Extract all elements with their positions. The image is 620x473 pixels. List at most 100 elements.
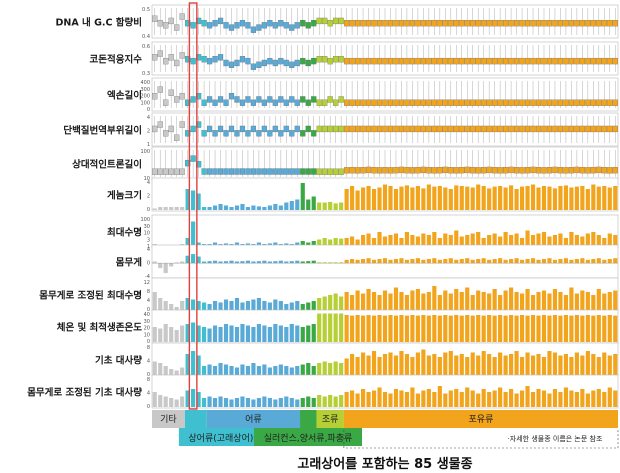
bar-mark	[415, 186, 420, 210]
bar-mark	[465, 235, 470, 247]
bar-mark	[311, 260, 316, 264]
bar-mark	[487, 354, 492, 375]
box-mark	[278, 130, 284, 137]
box-mark	[245, 57, 251, 65]
tick-label: 30	[144, 224, 150, 230]
box-mark	[415, 167, 421, 174]
box-mark	[568, 125, 574, 133]
bar-mark	[536, 354, 541, 375]
bar-mark	[339, 238, 344, 247]
chart-panels: DNA 내 G.C 함량비0.50.4코돈적응지수0.60.3엑손길이40030…	[27, 2, 619, 410]
bar-mark	[459, 292, 464, 310]
bar-mark	[421, 390, 426, 407]
tick-label: 0	[147, 307, 150, 313]
box-mark	[223, 99, 229, 106]
bar-mark	[437, 295, 442, 310]
bar-mark	[267, 205, 272, 210]
bar-mark	[607, 292, 612, 310]
box-mark	[398, 166, 405, 174]
bar-mark	[432, 186, 437, 210]
bar-mark	[207, 304, 212, 310]
box-mark	[607, 167, 613, 174]
bar-mark	[415, 352, 420, 375]
bar-mark	[240, 364, 245, 375]
box-mark	[579, 99, 585, 106]
bar-mark	[317, 363, 322, 375]
bar-mark	[191, 322, 196, 342]
box-mark	[245, 96, 251, 103]
bar-mark	[448, 235, 453, 247]
bar-mark	[245, 366, 251, 375]
bar-mark	[174, 262, 179, 264]
box-mark	[338, 17, 344, 25]
panel-1: 코돈적응지수 0.6 0.3	[90, 41, 619, 77]
bar-mark	[388, 259, 393, 264]
box-mark	[574, 20, 580, 27]
bar-mark	[585, 292, 590, 310]
bar-mark	[459, 236, 464, 247]
bar-mark	[251, 299, 256, 310]
bar-mark	[415, 289, 420, 310]
bar-mark	[273, 324, 278, 342]
box-mark	[196, 121, 202, 128]
bar-mark	[426, 389, 431, 407]
bar-mark	[196, 301, 201, 310]
bar-mark	[410, 259, 415, 264]
box-mark	[404, 99, 410, 106]
bar-mark	[212, 301, 218, 310]
box-mark	[442, 20, 448, 27]
box-mark	[245, 22, 251, 29]
tick-label: 0.5	[142, 7, 150, 13]
group-label: 상어류(고래상어)	[188, 433, 253, 444]
bar-mark	[470, 295, 475, 310]
bar-mark	[465, 357, 470, 375]
box-mark	[245, 168, 251, 175]
bar-mark	[476, 259, 481, 264]
bar-mark	[317, 298, 322, 310]
group-label: 포유류	[469, 414, 494, 425]
bar-mark	[552, 389, 558, 407]
bar-mark	[525, 289, 530, 310]
box-mark	[152, 168, 158, 175]
row-label: 몸무게로 조정된 최대수명	[39, 290, 142, 302]
tick-label: 0	[147, 339, 150, 345]
box-mark	[261, 22, 267, 29]
bar-mark	[399, 292, 404, 310]
box-mark	[601, 167, 607, 174]
box-mark	[322, 99, 328, 106]
bar-mark	[443, 315, 448, 342]
group-label: 실러컨스,양서류,파충류	[264, 433, 353, 444]
bar-mark	[256, 398, 261, 407]
bar-mark	[245, 325, 251, 342]
box-mark	[563, 125, 569, 133]
bar-mark	[591, 232, 596, 247]
bar-mark	[465, 287, 470, 310]
box-mark	[185, 130, 191, 137]
bar-mark	[552, 289, 558, 310]
bar-mark	[256, 261, 261, 264]
box-mark	[201, 56, 207, 63]
bar-mark	[229, 207, 234, 210]
box-mark	[513, 167, 520, 174]
bar-mark	[421, 349, 426, 375]
box-mark	[437, 99, 443, 106]
bar-mark	[514, 315, 519, 342]
bar-mark	[289, 367, 294, 375]
bar-mark	[212, 205, 218, 210]
bar-mark	[602, 315, 607, 342]
bar-mark	[240, 302, 245, 310]
box-mark	[212, 20, 218, 27]
bar-mark	[388, 315, 393, 342]
box-mark	[305, 22, 311, 29]
bar-mark	[355, 259, 360, 264]
bar-mark	[163, 324, 168, 342]
bar-mark	[251, 399, 256, 407]
box-mark	[250, 125, 257, 133]
box-mark	[420, 20, 426, 27]
box-mark	[552, 57, 558, 65]
bar-mark	[607, 233, 612, 247]
bar-mark	[492, 186, 497, 210]
box-mark	[185, 99, 191, 106]
box-mark	[190, 96, 196, 103]
box-mark	[163, 57, 169, 65]
